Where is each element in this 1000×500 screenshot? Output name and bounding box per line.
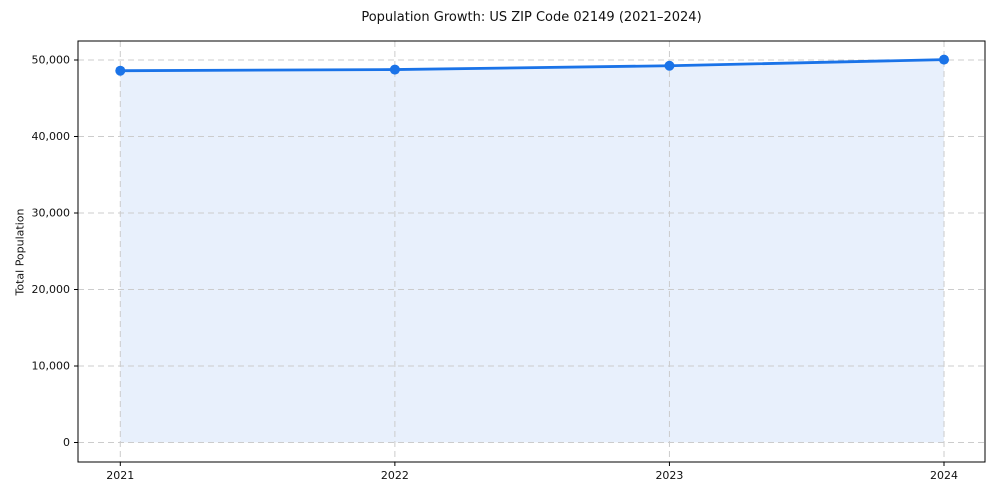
y-tick-label: 50,000 [32, 54, 71, 67]
y-tick-label: 0 [63, 436, 70, 449]
x-tick-label: 2023 [655, 469, 683, 482]
y-tick-label: 20,000 [32, 283, 71, 296]
y-tick-label: 40,000 [32, 130, 71, 143]
chart-title: Population Growth: US ZIP Code 02149 (20… [361, 10, 702, 25]
x-tick-label: 2024 [930, 469, 958, 482]
data-point [115, 65, 126, 76]
data-point [389, 64, 400, 75]
area-fill [120, 59, 945, 443]
y-tick-label: 30,000 [32, 207, 71, 220]
plot-border [77, 40, 986, 463]
data-point [664, 60, 675, 71]
y-tick-label: 10,000 [32, 360, 71, 373]
x-tick-label: 2022 [381, 469, 409, 482]
data-line [118, 58, 946, 73]
data-point [939, 54, 950, 65]
x-tick-label: 2021 [106, 469, 134, 482]
